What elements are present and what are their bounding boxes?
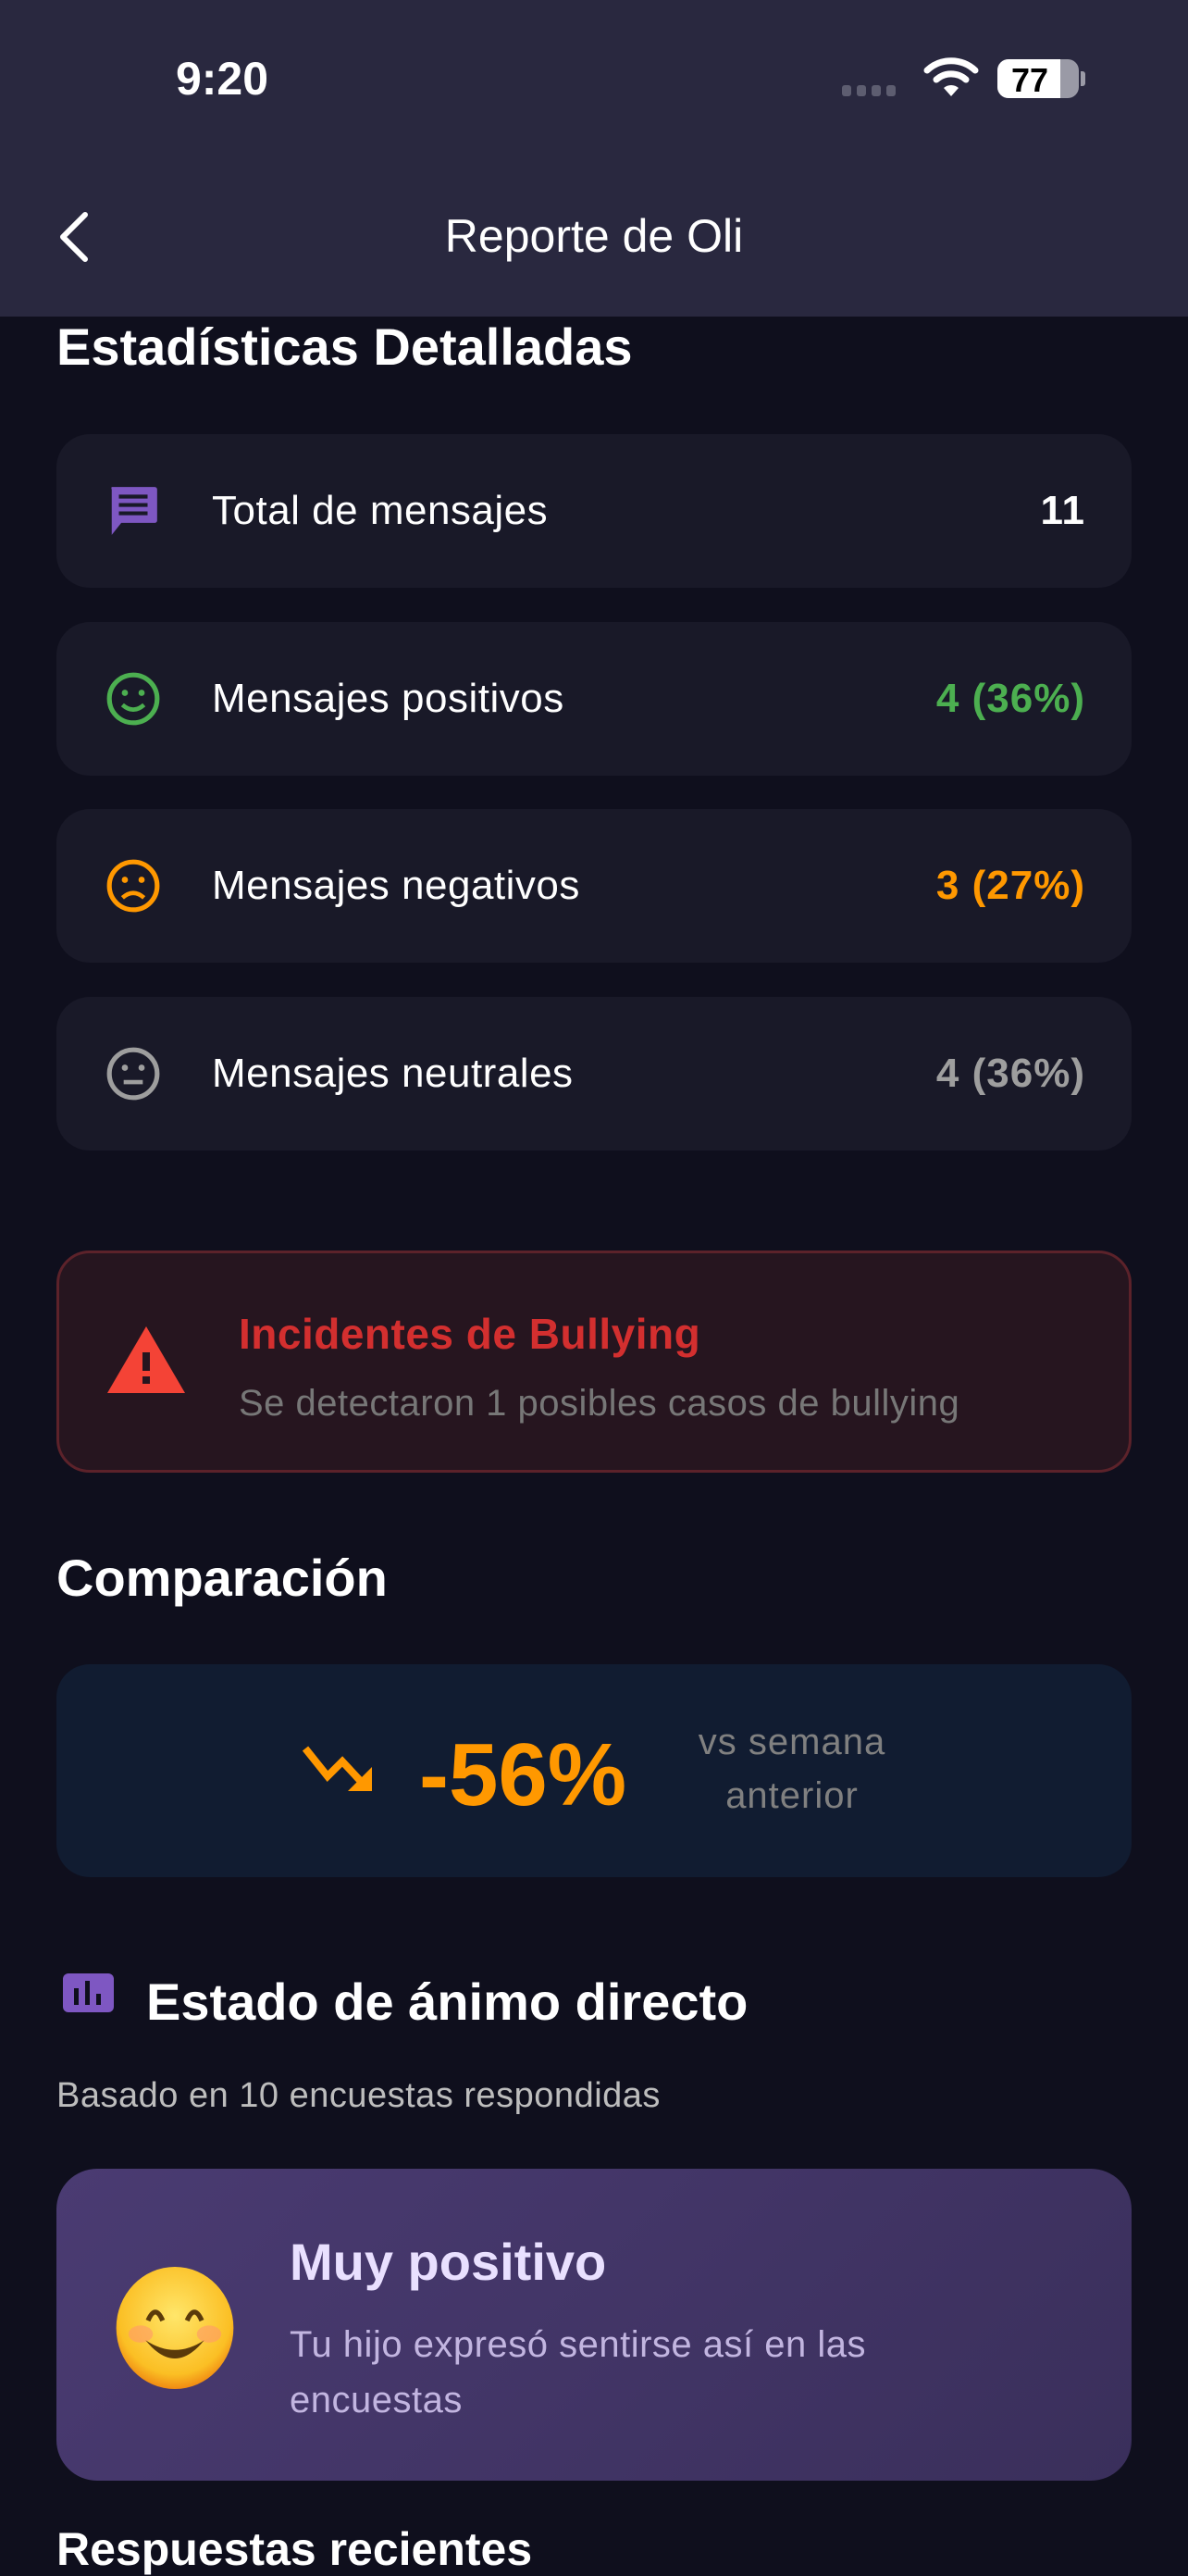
mood-title: Muy positivo (290, 2233, 607, 2291)
bullying-description: Se detectaron 1 posibles casos de bullyi… (239, 1383, 960, 1424)
battery-tip (1081, 71, 1085, 86)
bullying-title: Incidentes de Bullying (239, 1310, 701, 1358)
stat-label: Mensajes positivos (212, 676, 564, 721)
stat-value: 3 (27%) (935, 863, 1085, 908)
stat-label: Total de mensajes (212, 488, 549, 533)
comparison-heading: Comparación (56, 1549, 388, 1607)
message-icon (111, 487, 157, 535)
neutral-icon (106, 1047, 160, 1101)
wifi-icon (923, 57, 979, 96)
stat-total-messages: Total de mensajes 11 (56, 434, 1132, 588)
bullying-alert: Incidentes de Bullying Se detectaron 1 p… (56, 1251, 1132, 1473)
battery-level: 77 (1010, 61, 1049, 98)
stats-heading: Estadísticas Detalladas (56, 317, 633, 376)
recent-responses-heading: Respuestas recientes (56, 2523, 533, 2575)
cellular-signal-icon (842, 85, 896, 96)
stat-label: Mensajes negativos (212, 863, 580, 908)
sad-icon (106, 859, 160, 913)
header: 9:20 77 Reporte de Oli (0, 0, 1188, 317)
mood-description: Tu hijo expresó sentirse así en las encu… (290, 2324, 866, 2420)
battery-icon: 77 (997, 59, 1079, 98)
stat-value: 4 (36%) (935, 1051, 1085, 1096)
stat-label: Mensajes neutrales (212, 1051, 574, 1096)
comparison-value: -56% (419, 1725, 627, 1824)
warning-icon (107, 1326, 185, 1393)
trending-down-icon (302, 1746, 372, 1791)
stat-negative-messages: Mensajes negativos 3 (27%) (56, 809, 1132, 963)
stat-value: 11 (1040, 488, 1085, 533)
status-time: 9:20 (175, 53, 269, 105)
mood-heading: Estado de ánimo directo (146, 1972, 749, 2031)
smiling-face-emoji-icon (116, 2267, 234, 2389)
back-chevron-icon[interactable] (56, 209, 93, 265)
page-title: Reporte de Oli (444, 210, 744, 262)
stat-positive-messages: Mensajes positivos 4 (36%) (56, 622, 1132, 776)
comparison-label: vs semana anterior (698, 1722, 886, 1816)
stat-value: 4 (36%) (935, 676, 1085, 721)
stat-neutral-messages: Mensajes neutrales 4 (36%) (56, 997, 1132, 1151)
mood-subtitle: Basado en 10 encuestas respondidas (56, 2076, 661, 2115)
smile-icon (106, 672, 160, 726)
bar-chart-icon (63, 1973, 114, 2012)
comparison-card: -56% vs semana anterior (56, 1664, 1132, 1877)
mood-card: Muy positivo Tu hijo expresó sentirse as… (56, 2169, 1132, 2481)
